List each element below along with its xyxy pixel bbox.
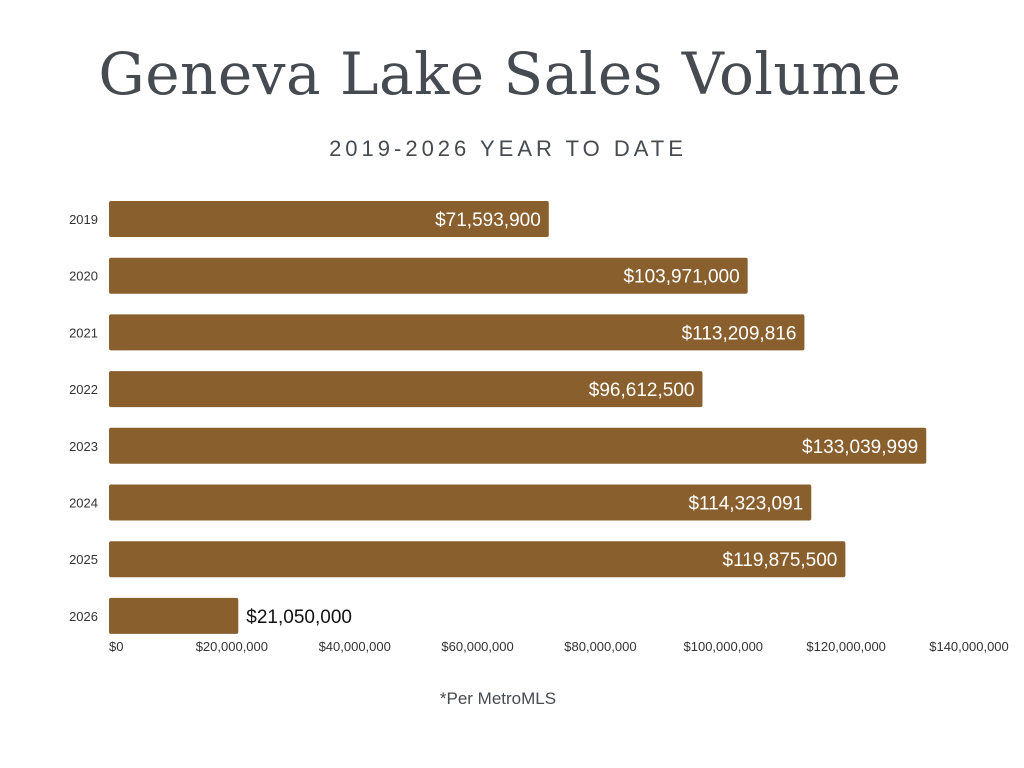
category-label-2026: 2026 [69, 609, 98, 624]
category-label-2025: 2025 [69, 552, 98, 567]
bar-chart: 2019 $71,593,900 2020 $103,971,000 2021 $113,… [69, 201, 1009, 654]
x-tick-label: $40,000,000 [319, 639, 391, 654]
x-tick-label: $100,000,000 [684, 639, 764, 654]
category-label-2023: 2023 [69, 439, 98, 454]
x-tick-label: $140,000,000 [929, 639, 1009, 654]
x-tick-label: $0 [109, 639, 123, 654]
category-label-2024: 2024 [69, 496, 98, 511]
bar-2021 [109, 314, 805, 351]
bar-2019 [109, 201, 549, 237]
chart-subtitle: 2019-2026 YEAR TO DATE [329, 136, 687, 161]
bar-2023 [109, 427, 927, 464]
bar-2022 [109, 371, 703, 408]
value-label-2021: $113,209,816 [682, 323, 797, 344]
value-label-2022: $96,612,500 [589, 380, 695, 401]
x-tick-label: $80,000,000 [564, 639, 636, 654]
bar-2020 [109, 257, 748, 294]
category-label-2022: 2022 [69, 382, 98, 397]
category-label-2021: 2021 [69, 325, 98, 340]
value-label-2019: $71,593,900 [435, 210, 541, 231]
bar-2025 [109, 541, 846, 578]
x-tick-label: $20,000,000 [196, 639, 268, 654]
chart-title: Geneva Lake Sales Volume [98, 40, 902, 108]
category-label-2020: 2020 [69, 269, 98, 284]
value-label-2025: $119,875,500 [723, 550, 838, 571]
footnote: *Per MetroMLS [439, 689, 557, 708]
bar-2026 [109, 597, 239, 634]
value-label-2026: $21,050,000 [246, 607, 352, 628]
category-label-2019: 2019 [69, 212, 98, 227]
x-tick-label: $120,000,000 [806, 639, 886, 654]
value-label-2024: $114,323,091 [688, 494, 803, 515]
bar-2024 [109, 484, 812, 521]
value-label-2023: $133,039,999 [802, 437, 918, 458]
value-label-2020: $103,971,000 [623, 267, 739, 288]
x-tick-label: $60,000,000 [441, 639, 513, 654]
